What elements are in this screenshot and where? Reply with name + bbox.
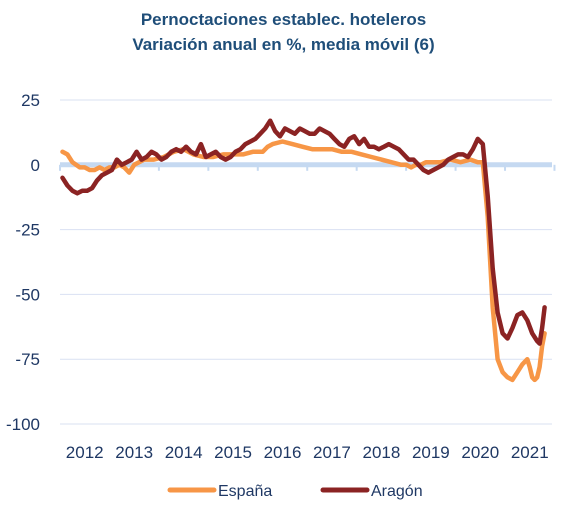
x-tick-label: 2016 <box>264 443 302 462</box>
x-tick-label: 2014 <box>165 443 203 462</box>
y-tick-label: 0 <box>31 156 40 175</box>
legend-label: Aragón <box>371 483 423 500</box>
x-tick-label: 2020 <box>461 443 499 462</box>
y-tick-label: -50 <box>15 285 40 304</box>
x-tick-label: 2017 <box>313 443 351 462</box>
y-tick-label: -75 <box>15 350 40 369</box>
chart-title: Pernoctaciones establec. hoteleros <box>140 10 427 29</box>
series-line-espana <box>60 139 547 383</box>
x-tick-label: 2012 <box>66 443 104 462</box>
series-line-aragon <box>60 118 547 346</box>
y-tick-label: -25 <box>15 221 40 240</box>
x-tick-label: 2013 <box>115 443 153 462</box>
legend-label: España <box>218 483 272 500</box>
chart-subtitle: Variación anual en %, media móvil (6) <box>132 35 435 54</box>
y-tick-label: 25 <box>21 91 40 110</box>
x-tick-label: 2015 <box>214 443 252 462</box>
x-tick-label: 2021 <box>511 443 549 462</box>
x-tick-label: 2018 <box>362 443 400 462</box>
x-tick-label: 2019 <box>412 443 450 462</box>
y-tick-label: -100 <box>6 415 40 434</box>
